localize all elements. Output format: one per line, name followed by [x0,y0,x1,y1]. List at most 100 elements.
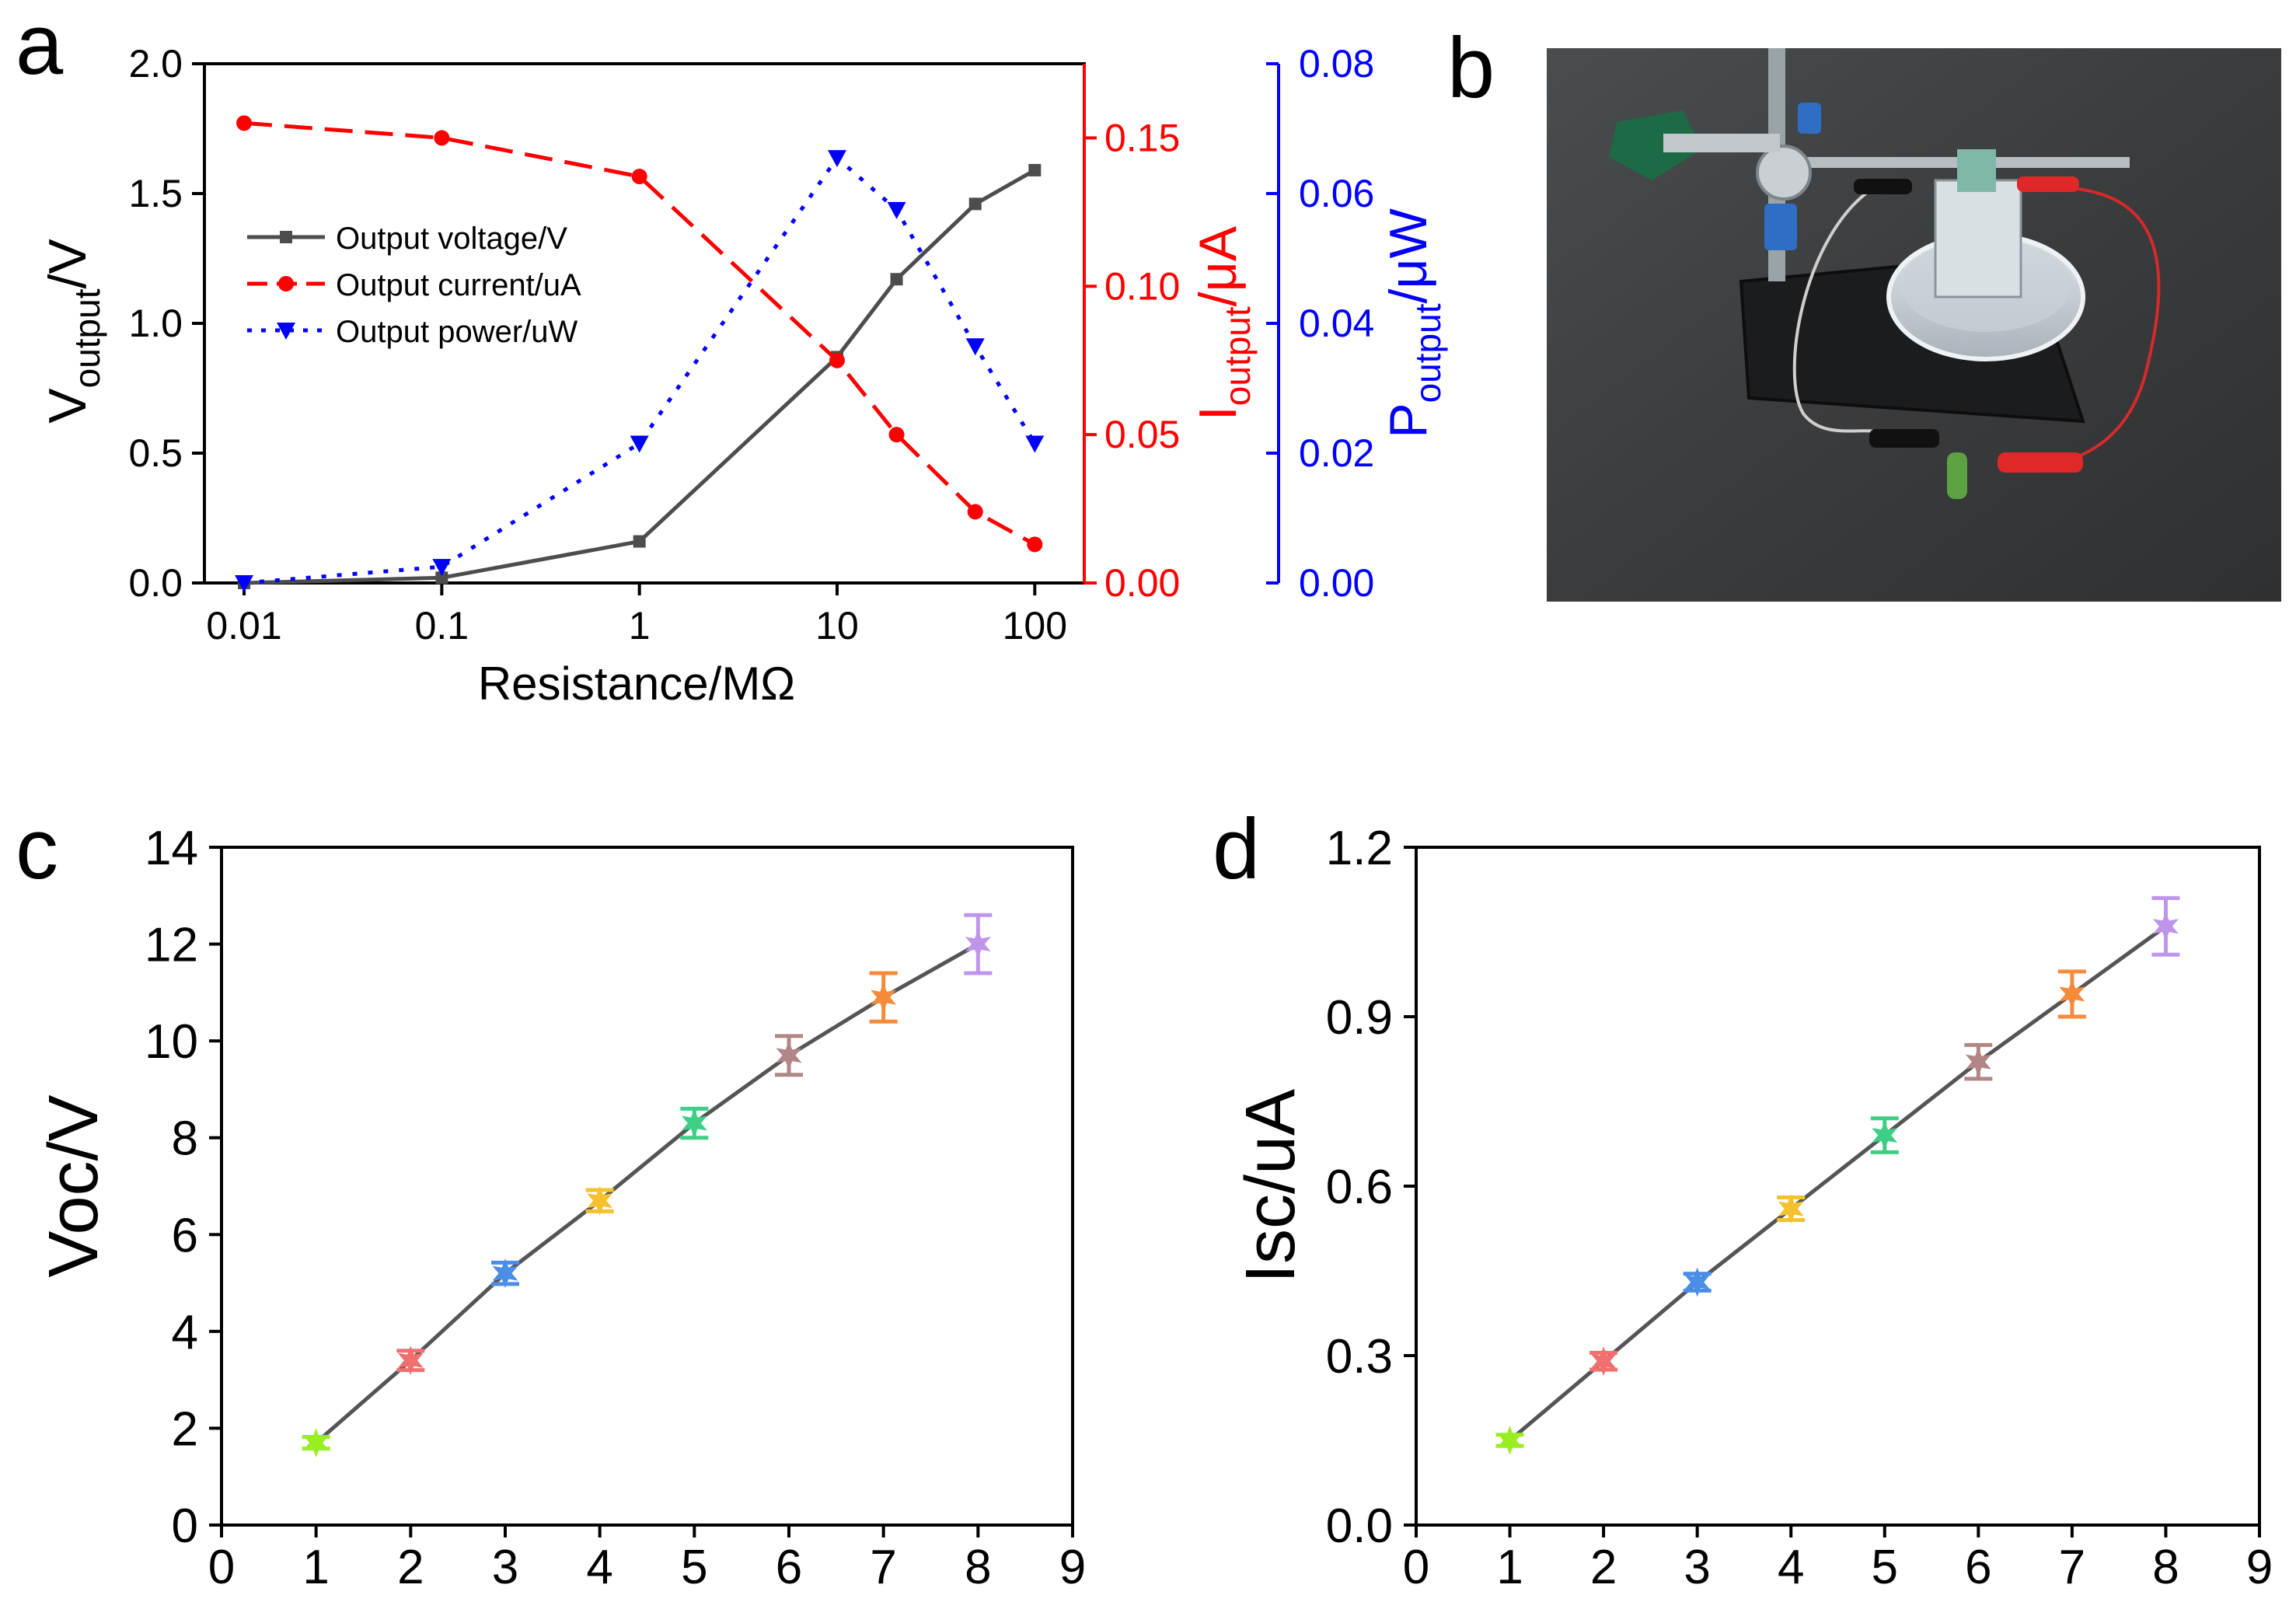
clamp-bar [1780,157,2130,168]
data-point-star-chart-c [871,983,897,1013]
data-point-power [235,575,254,592]
y-tick-label-right2-a: 0.08 [1299,42,1374,86]
x-tick-label-chart-c: 9 [1059,1541,1086,1594]
series-line-chart-d [1508,924,2167,1442]
data-point-voltage [890,273,903,286]
y-tick-label-chart-c: 6 [172,1209,198,1262]
y-tick-label-chart-d: 1.2 [1326,822,1393,875]
data-point-voltage [1028,163,1042,176]
green-resistor [1947,452,1967,499]
y-axis-label-left-a: Voutput/V [38,239,107,424]
data-point-current [888,427,905,443]
data-point-star-chart-d [1590,1346,1617,1377]
x-tick-label-chart-c: 6 [776,1541,802,1594]
data-point-star-chart-c [681,1108,707,1138]
x-tick-label-chart-d: 7 [2059,1541,2085,1594]
data-point-star-chart-d [2153,911,2179,941]
data-point-power [630,435,649,453]
y-tick-label-right2-a: 0.04 [1299,302,1374,345]
x-tick-label-chart-d: 2 [1590,1541,1617,1594]
data-point-current [631,169,647,185]
chart-d-isc: 0 1 2 3 4 5 6 7 8 9 0.0 0.3 0.6 0.9 1.2 Isc/uA [1232,822,2273,1594]
x-tick-label-chart-c: 0 [208,1541,235,1594]
red-clip-top [2017,176,2079,192]
x-tick-label-chart-c: 5 [681,1541,707,1594]
data-point-current [1027,536,1043,553]
x-tick-label-a: 0.01 [206,604,281,647]
y-tick-label-chart-c: 14 [145,822,198,875]
data-point-star-chart-c [776,1040,802,1070]
data-point-star-chart-c [965,929,991,959]
x-tick-label-chart-d: 6 [1965,1541,1991,1594]
data-point-voltage [435,571,448,585]
y-tick-label-right2-a: 0.00 [1299,561,1374,605]
y-tick-label-chart-d: 0.0 [1326,1499,1393,1553]
data-point-power [1025,435,1045,453]
y-tick-label-chart-d: 0.3 [1326,1330,1393,1384]
x-tick-label-chart-c: 2 [397,1541,424,1594]
y-axis-label-right2-a: Poutput/μW [1379,208,1448,438]
y-tick-label-left-a: 0.0 [128,561,183,605]
data-point-star-chart-c [303,1428,330,1458]
chart-a-output-vs-resistance: 0.01 0.1 1 10 100 Resistance/MΩ 0.0 0.5 1.0 1.5 2.… [38,42,1448,710]
clamp-arm [1663,134,1780,152]
y-axis-label-right1-a: Ioutput/μA [1188,225,1258,421]
y-axis-label-chart-c: Voc/V [35,1094,113,1277]
x-tick-label-chart-d: 4 [1778,1541,1804,1594]
x-tick-label-chart-d: 3 [1684,1541,1710,1594]
x-tick-label-chart-d: 9 [2246,1541,2273,1594]
data-point-star-chart-d [1872,1120,1898,1150]
electrode-plate [1934,179,2022,298]
x-tick-label-chart-c: 7 [870,1541,896,1594]
plot-frame-chart-c [220,846,1074,1527]
black-wire [1792,187,1890,438]
black-clip-top [1854,179,1912,194]
x-tick-label-chart-d: 1 [1496,1541,1523,1594]
data-point-star-chart-d [1684,1267,1711,1297]
y-tick-label-chart-c: 4 [172,1306,198,1359]
binder-clip [1957,149,1996,192]
data-point-star-chart-c [587,1185,613,1216]
legend-marker-a [278,276,294,291]
y-tick-label-right2-a: 0.02 [1299,431,1374,475]
y-tick-label-right1-a: 0.05 [1104,413,1180,456]
y-tick-label-right1-a: 0.15 [1104,116,1180,159]
x-tick-label-a: 1 [629,604,651,647]
y-tick-label-left-a: 0.5 [128,431,183,475]
panel-d-letter: d [1213,801,1260,897]
data-point-power [965,338,985,356]
red-clip-bottom [1998,452,2083,473]
data-point-star-chart-c [397,1345,424,1376]
y-tick-label-left-a: 2.0 [128,42,183,86]
y-tick-label-right1-a: 0.10 [1104,264,1180,308]
data-point-star-chart-d [2059,979,2085,1009]
x-tick-label-chart-c: 4 [586,1541,612,1594]
y-tick-label-chart-d: 0.6 [1326,1161,1393,1214]
panel-a-letter: a [16,0,64,92]
data-point-star-chart-d [1965,1047,1991,1077]
data-point-star-chart-d [1778,1194,1804,1224]
legend-label-a: Output voltage/V [336,222,567,256]
clamp-knob [1756,145,1812,201]
x-tick-label-chart-d: 8 [2152,1541,2179,1594]
data-point-voltage [968,197,982,211]
data-point-star-chart-d [1497,1426,1523,1455]
data-point-power [432,559,452,577]
legend-label-a: Output current/uA [336,268,581,302]
blue-holder-top [1798,103,1821,134]
data-point-power [887,201,906,219]
x-tick-label-a: 10 [815,604,859,647]
legend-marker-a [280,231,292,243]
x-tick-label-a: 0.1 [415,604,469,647]
y-tick-label-chart-c: 12 [145,919,198,972]
legend-marker-a [277,323,295,340]
series-line-chart-c [315,942,979,1444]
x-tick-label-chart-c: 1 [302,1541,329,1594]
data-point-power [827,150,846,168]
x-tick-label-a: 100 [1003,604,1067,647]
green-clamp [1609,110,1702,180]
y-tick-label-chart-d: 0.9 [1326,991,1393,1045]
y-tick-label-chart-c: 10 [145,1015,198,1069]
data-point-current [236,115,253,131]
